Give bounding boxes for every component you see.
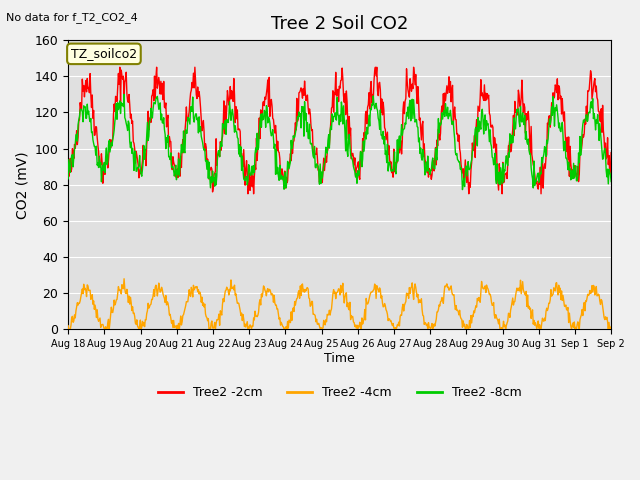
X-axis label: Time: Time	[324, 352, 355, 365]
Legend: Tree2 -2cm, Tree2 -4cm, Tree2 -8cm: Tree2 -2cm, Tree2 -4cm, Tree2 -8cm	[152, 381, 527, 404]
Text: TZ_soilco2: TZ_soilco2	[71, 48, 137, 60]
Y-axis label: CO2 (mV): CO2 (mV)	[15, 151, 29, 218]
Text: No data for f_T2_CO2_4: No data for f_T2_CO2_4	[6, 12, 138, 23]
Title: Tree 2 Soil CO2: Tree 2 Soil CO2	[271, 15, 408, 33]
